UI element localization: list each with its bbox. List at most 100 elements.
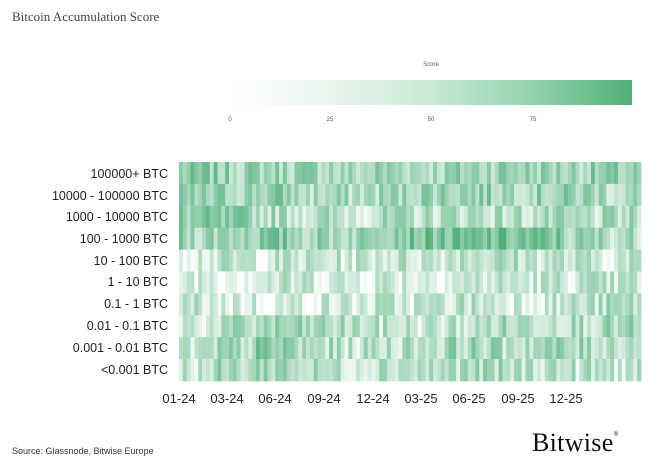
heatmap-cell bbox=[213, 293, 218, 316]
heatmap-cell bbox=[379, 227, 384, 250]
heatmap-cell bbox=[313, 271, 318, 294]
heatmap-cell bbox=[425, 183, 430, 207]
heatmap-cell bbox=[433, 337, 438, 360]
heatmap-cell bbox=[329, 227, 334, 250]
heatmap-cell bbox=[290, 162, 295, 185]
heatmap-cell bbox=[198, 162, 203, 185]
heatmap-cell bbox=[348, 293, 353, 316]
heatmap-cell bbox=[452, 337, 457, 360]
heatmap-cell bbox=[587, 183, 592, 207]
heatmap-cell bbox=[398, 271, 403, 294]
row-label-10000-100000: 10000 - 100000 BTC bbox=[51, 189, 168, 203]
heatmap-cell bbox=[537, 162, 542, 185]
heatmap-cell bbox=[240, 315, 245, 338]
heatmap-cell bbox=[402, 315, 407, 338]
heatmap-cell bbox=[394, 359, 399, 382]
heatmap-cell bbox=[633, 293, 638, 316]
heatmap-cell bbox=[394, 205, 399, 228]
heatmap-cell bbox=[375, 315, 380, 338]
heatmap-cell bbox=[513, 227, 519, 250]
heatmap-cell bbox=[398, 337, 403, 360]
heatmap-cell bbox=[571, 315, 576, 338]
heatmap-cell bbox=[182, 337, 188, 360]
heatmap-cell bbox=[544, 162, 549, 185]
heatmap-row-8 bbox=[179, 337, 642, 360]
heatmap-cell bbox=[298, 205, 303, 228]
heatmap-cell bbox=[286, 293, 292, 316]
heatmap-cell bbox=[279, 249, 284, 272]
heatmap-cell bbox=[371, 227, 376, 250]
heatmap-cell bbox=[460, 337, 465, 360]
heatmap-cell bbox=[263, 293, 268, 316]
heatmap-cell bbox=[194, 183, 199, 207]
heatmap-cell bbox=[463, 227, 469, 250]
heatmap-cell bbox=[259, 249, 265, 272]
heatmap-cell bbox=[487, 227, 492, 250]
heatmap-cell bbox=[302, 162, 307, 185]
heatmap-cell bbox=[421, 359, 426, 382]
heatmap-cell bbox=[567, 162, 573, 185]
heatmap-cell bbox=[502, 227, 507, 250]
heatmap-cell bbox=[540, 271, 546, 294]
heatmap-row-2 bbox=[179, 205, 642, 228]
heatmap-cell bbox=[602, 293, 607, 316]
heatmap-cell bbox=[456, 162, 461, 185]
heatmap-cell bbox=[506, 271, 511, 294]
heatmap-cell bbox=[221, 183, 226, 207]
heatmap-cell bbox=[221, 227, 226, 250]
heatmap-cell bbox=[275, 293, 280, 316]
heatmap-cell bbox=[448, 337, 453, 360]
heatmap-cell bbox=[256, 162, 261, 185]
heatmap-cell bbox=[267, 162, 272, 185]
heatmap-cell bbox=[182, 359, 188, 382]
row-label-10-100: 10 - 100 BTC bbox=[93, 254, 168, 268]
heatmap-cell bbox=[202, 271, 207, 294]
heatmap-cell bbox=[590, 183, 596, 207]
heatmap-cell bbox=[294, 315, 299, 338]
heatmap-cell bbox=[567, 271, 573, 294]
heatmap-cell bbox=[537, 249, 542, 272]
heatmap-cell bbox=[402, 359, 407, 382]
heatmap-cell bbox=[413, 227, 419, 250]
heatmap-cell bbox=[637, 359, 642, 382]
heatmap-cell bbox=[263, 249, 268, 272]
heatmap-cell bbox=[359, 271, 365, 294]
heatmap-cell bbox=[290, 315, 295, 338]
heatmap-cell bbox=[406, 359, 411, 382]
heatmap-cell bbox=[348, 205, 353, 228]
heatmap-cell bbox=[229, 227, 234, 250]
heatmap-cell bbox=[621, 315, 626, 338]
heatmap-cell bbox=[610, 183, 615, 207]
registered-mark: ® bbox=[613, 432, 619, 438]
heatmap-cell bbox=[471, 271, 476, 294]
heatmap-cell bbox=[475, 227, 480, 250]
heatmap-cell bbox=[294, 183, 299, 207]
heatmap-cell bbox=[371, 271, 376, 294]
heatmap-cell bbox=[363, 183, 369, 207]
heatmap-cell bbox=[290, 249, 295, 272]
heatmap-cell bbox=[406, 337, 411, 360]
heatmap-cell bbox=[564, 249, 569, 272]
heatmap-cell bbox=[433, 315, 438, 338]
heatmap-cell bbox=[340, 293, 345, 316]
heatmap-cell bbox=[436, 205, 442, 228]
heatmap-cell bbox=[333, 249, 338, 272]
heatmap-cell bbox=[629, 337, 634, 360]
heatmap-cell bbox=[602, 249, 607, 272]
heatmap-cell bbox=[560, 249, 565, 272]
heatmap-cell bbox=[352, 227, 357, 250]
heatmap-cell bbox=[433, 162, 438, 185]
heatmap-cell bbox=[259, 227, 265, 250]
heatmap-cell bbox=[317, 293, 322, 316]
heatmap-cell bbox=[606, 271, 611, 294]
heatmap-cell bbox=[417, 249, 422, 272]
heatmap-cell bbox=[325, 271, 330, 294]
heatmap-cell bbox=[356, 205, 361, 228]
heatmap-cell bbox=[421, 293, 426, 316]
heatmap-cell bbox=[390, 183, 395, 207]
heatmap-cell bbox=[479, 249, 484, 272]
heatmap-cell bbox=[560, 227, 565, 250]
heatmap-cell bbox=[606, 162, 611, 185]
heatmap-cell bbox=[271, 293, 276, 316]
heatmap-cell bbox=[194, 162, 199, 185]
